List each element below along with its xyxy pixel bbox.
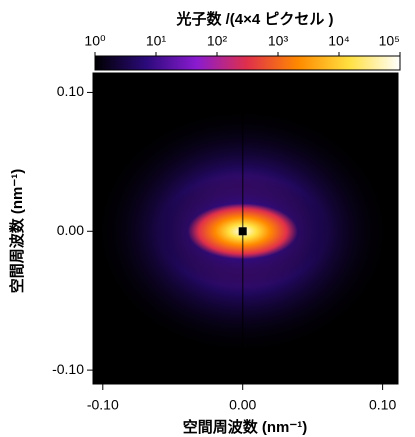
y-axis-label: 空間周波数 (nm⁻¹) [8, 169, 26, 294]
colorbar-tick-label: 10² [207, 33, 228, 49]
plot-frame [92, 72, 399, 385]
colorbar [94, 55, 401, 71]
colorbar-tick-label: 10⁵ [379, 33, 400, 49]
y-tick-label: -0.10 [52, 361, 84, 377]
x-tick-label: -0.10 [87, 397, 119, 413]
colorbar-title: 光子数 /(4×4 ピクセル ) [175, 10, 333, 28]
x-tick-label: 0.00 [229, 397, 256, 413]
colorbar-tick-label: 10³ [268, 33, 289, 49]
y-tick-label: 0.10 [57, 83, 84, 99]
colorbar-tick-label: 10⁰ [84, 33, 106, 49]
x-axis-label: 空間周波数 (nm⁻¹) [183, 418, 308, 436]
beam-stop [238, 227, 247, 236]
colorbar-tick-label: 10¹ [146, 33, 167, 49]
x-tick-label: 0.10 [369, 397, 396, 413]
colorbar-tick-label: 10⁴ [328, 33, 350, 49]
y-tick-label: 0.00 [57, 222, 84, 238]
